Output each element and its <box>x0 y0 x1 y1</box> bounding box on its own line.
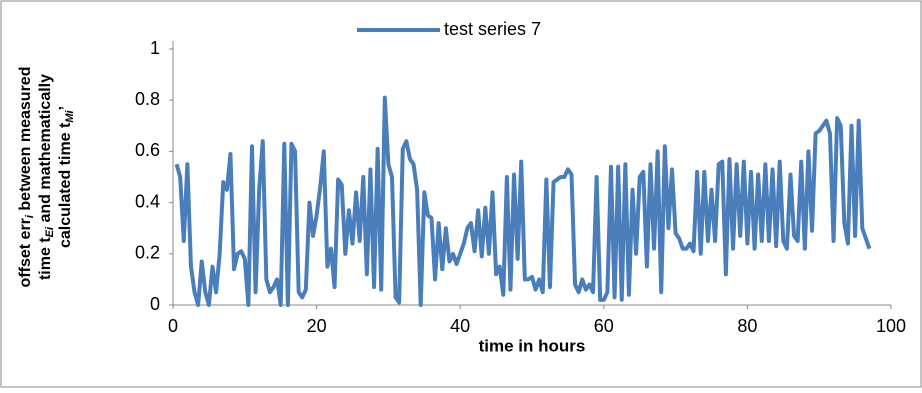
subscript: i <box>24 214 36 218</box>
label-part: offset err <box>17 218 34 287</box>
y-tick-label: 0.8 <box>135 89 160 109</box>
y-axis-label-line: calculated time tMi’ <box>57 106 76 248</box>
legend-label: test series 7 <box>444 19 541 39</box>
x-tick-label: 40 <box>450 316 470 336</box>
x-tick-label: 80 <box>737 316 757 336</box>
label-part: and mathematically <box>37 74 54 227</box>
x-tick-label: 60 <box>594 316 614 336</box>
y-tick-label: 0 <box>150 294 160 314</box>
y-axis-label-line: offset erri between measured <box>17 67 36 288</box>
label-part: calculated time t <box>57 122 74 248</box>
y-tick-label: 1 <box>150 38 160 58</box>
label-part: ’ <box>57 106 74 110</box>
data-line <box>174 95 872 307</box>
subscript: Mi <box>64 109 76 122</box>
x-tick-label: 0 <box>168 316 178 336</box>
y-tick-label: 0.2 <box>135 243 160 263</box>
y-tick-label: 0.4 <box>135 191 160 211</box>
label-part: time t <box>37 237 54 280</box>
subscript: Ei <box>44 226 56 237</box>
label-part: between measured <box>17 67 34 216</box>
y-tick-label: 0.6 <box>135 140 160 160</box>
x-tick-label: 100 <box>876 316 906 336</box>
y-axis-label-line: time tEi and mathematically <box>37 74 56 280</box>
x-axis-label: time in hours <box>479 336 586 355</box>
x-tick-label: 20 <box>307 316 327 336</box>
